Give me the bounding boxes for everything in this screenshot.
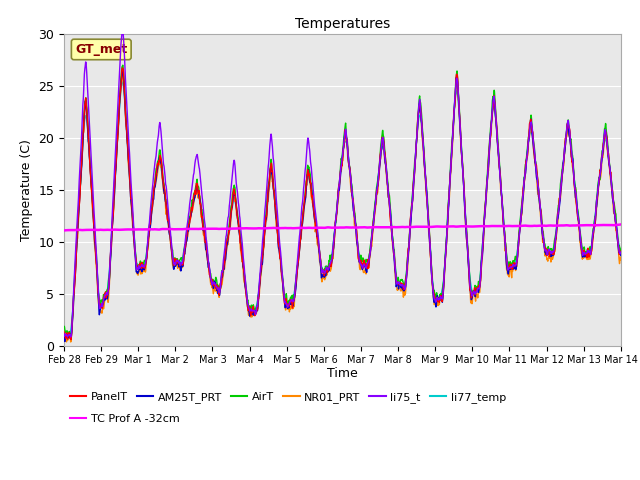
Text: GT_met: GT_met	[75, 43, 127, 56]
Legend: TC Prof A -32cm: TC Prof A -32cm	[70, 414, 179, 423]
Y-axis label: Temperature (C): Temperature (C)	[20, 139, 33, 240]
Title: Temperatures: Temperatures	[295, 17, 390, 31]
X-axis label: Time: Time	[327, 367, 358, 380]
